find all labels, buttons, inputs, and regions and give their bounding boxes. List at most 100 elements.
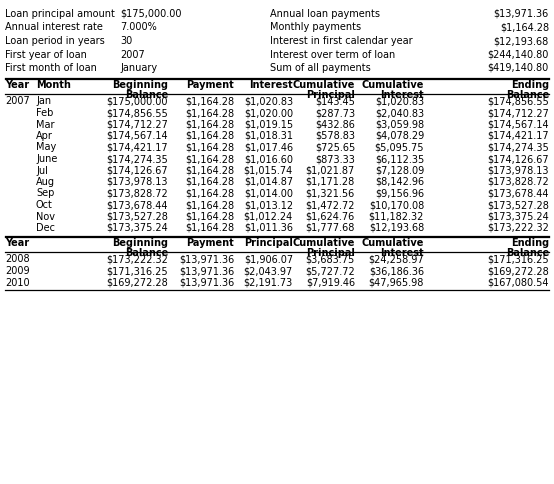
Text: Month: Month [36, 80, 71, 91]
Text: $169,272.28: $169,272.28 [488, 266, 549, 276]
Text: $2,043.97: $2,043.97 [244, 266, 293, 276]
Text: $1,164.28: $1,164.28 [185, 142, 234, 152]
Text: Year: Year [5, 239, 29, 248]
Text: $13,971.36: $13,971.36 [494, 9, 549, 19]
Text: Balance: Balance [506, 90, 549, 100]
Text: $1,019.15: $1,019.15 [244, 120, 293, 130]
Text: $1,012.24: $1,012.24 [244, 212, 293, 222]
Text: Payment: Payment [186, 80, 234, 91]
Text: $173,527.28: $173,527.28 [106, 212, 168, 222]
Text: $725.65: $725.65 [315, 142, 355, 152]
Text: Loan principal amount: Loan principal amount [5, 9, 115, 19]
Text: $174,856.55: $174,856.55 [488, 96, 549, 106]
Text: Ending: Ending [511, 80, 549, 91]
Text: Principal: Principal [244, 239, 293, 248]
Text: $173,375.24: $173,375.24 [106, 223, 168, 233]
Text: $6,112.35: $6,112.35 [375, 154, 424, 164]
Text: $287.73: $287.73 [315, 108, 355, 118]
Text: $174,712.27: $174,712.27 [106, 120, 168, 130]
Text: $1,164.28: $1,164.28 [185, 177, 234, 187]
Text: Cumulative: Cumulative [293, 239, 355, 248]
Text: Nov: Nov [36, 212, 55, 222]
Text: $1,164.28: $1,164.28 [185, 200, 234, 210]
Text: 2008: 2008 [5, 255, 29, 264]
Text: Interest: Interest [381, 247, 424, 257]
Text: $173,678.44: $173,678.44 [106, 200, 168, 210]
Text: $1,164.28: $1,164.28 [185, 188, 234, 198]
Text: May: May [36, 142, 57, 152]
Text: $1,164.28: $1,164.28 [185, 120, 234, 130]
Text: Interest: Interest [381, 90, 424, 100]
Text: $173,828.72: $173,828.72 [488, 177, 549, 187]
Text: $24,258.97: $24,258.97 [368, 255, 424, 264]
Text: $4,078.29: $4,078.29 [375, 131, 424, 141]
Text: $173,222.32: $173,222.32 [106, 255, 168, 264]
Text: $1,020.83: $1,020.83 [375, 96, 424, 106]
Text: $1,164.28: $1,164.28 [185, 212, 234, 222]
Text: June: June [36, 154, 58, 164]
Text: $1,020.00: $1,020.00 [244, 108, 293, 118]
Text: $171,316.25: $171,316.25 [106, 266, 168, 276]
Text: $1,624.76: $1,624.76 [306, 212, 355, 222]
Text: Year: Year [5, 80, 29, 91]
Text: $175,000.00: $175,000.00 [120, 9, 182, 19]
Text: Payment: Payment [186, 239, 234, 248]
Text: Balance: Balance [125, 247, 168, 257]
Text: $1,021.87: $1,021.87 [306, 166, 355, 176]
Text: $419,140.80: $419,140.80 [488, 63, 549, 73]
Text: $1,164.28: $1,164.28 [185, 223, 234, 233]
Text: $173,527.28: $173,527.28 [487, 200, 549, 210]
Text: Ending: Ending [511, 239, 549, 248]
Text: $174,274.35: $174,274.35 [488, 142, 549, 152]
Text: Feb: Feb [36, 108, 53, 118]
Text: Cumulative: Cumulative [362, 80, 424, 91]
Text: Annual loan payments: Annual loan payments [270, 9, 380, 19]
Text: Apr: Apr [36, 131, 53, 141]
Text: $12,193.68: $12,193.68 [369, 223, 424, 233]
Text: $173,978.13: $173,978.13 [106, 177, 168, 187]
Text: Jan: Jan [36, 96, 51, 106]
Text: $5,095.75: $5,095.75 [375, 142, 424, 152]
Text: $1,472.72: $1,472.72 [305, 200, 355, 210]
Text: $1,013.12: $1,013.12 [244, 200, 293, 210]
Text: $1,906.07: $1,906.07 [244, 255, 293, 264]
Text: $1,171.28: $1,171.28 [306, 177, 355, 187]
Text: $167,080.54: $167,080.54 [488, 277, 549, 287]
Text: $873.33: $873.33 [315, 154, 355, 164]
Text: Sep: Sep [36, 188, 54, 198]
Text: $143.45: $143.45 [315, 96, 355, 106]
Text: $1,015.74: $1,015.74 [244, 166, 293, 176]
Text: $3,059.98: $3,059.98 [375, 120, 424, 130]
Text: 30: 30 [120, 36, 132, 46]
Text: $175,000.00: $175,000.00 [106, 96, 168, 106]
Text: $13,971.36: $13,971.36 [179, 277, 234, 287]
Text: $174,126.67: $174,126.67 [106, 166, 168, 176]
Text: 2007: 2007 [120, 49, 145, 60]
Text: $174,712.27: $174,712.27 [487, 108, 549, 118]
Text: $432.86: $432.86 [315, 120, 355, 130]
Text: $1,321.56: $1,321.56 [306, 188, 355, 198]
Text: $173,222.32: $173,222.32 [487, 223, 549, 233]
Text: $173,978.13: $173,978.13 [488, 166, 549, 176]
Text: $174,856.55: $174,856.55 [106, 108, 168, 118]
Text: $10,170.08: $10,170.08 [369, 200, 424, 210]
Text: $1,777.68: $1,777.68 [306, 223, 355, 233]
Text: $1,164.28: $1,164.28 [185, 108, 234, 118]
Text: $3,683.75: $3,683.75 [306, 255, 355, 264]
Text: Loan period in years: Loan period in years [5, 36, 105, 46]
Text: $13,971.36: $13,971.36 [179, 255, 234, 264]
Text: Interest over term of loan: Interest over term of loan [270, 49, 395, 60]
Text: $1,164.28: $1,164.28 [185, 131, 234, 141]
Text: $1,164.28: $1,164.28 [185, 154, 234, 164]
Text: Cumulative: Cumulative [362, 239, 424, 248]
Text: 7.000%: 7.000% [120, 22, 157, 32]
Text: Oct: Oct [36, 200, 53, 210]
Text: $578.83: $578.83 [315, 131, 355, 141]
Text: $173,678.44: $173,678.44 [488, 188, 549, 198]
Text: $174,274.35: $174,274.35 [106, 154, 168, 164]
Text: Interest in first calendar year: Interest in first calendar year [270, 36, 413, 46]
Text: Monthly payments: Monthly payments [270, 22, 361, 32]
Text: $173,828.72: $173,828.72 [106, 188, 168, 198]
Text: $12,193.68: $12,193.68 [494, 36, 549, 46]
Text: $174,421.17: $174,421.17 [488, 131, 549, 141]
